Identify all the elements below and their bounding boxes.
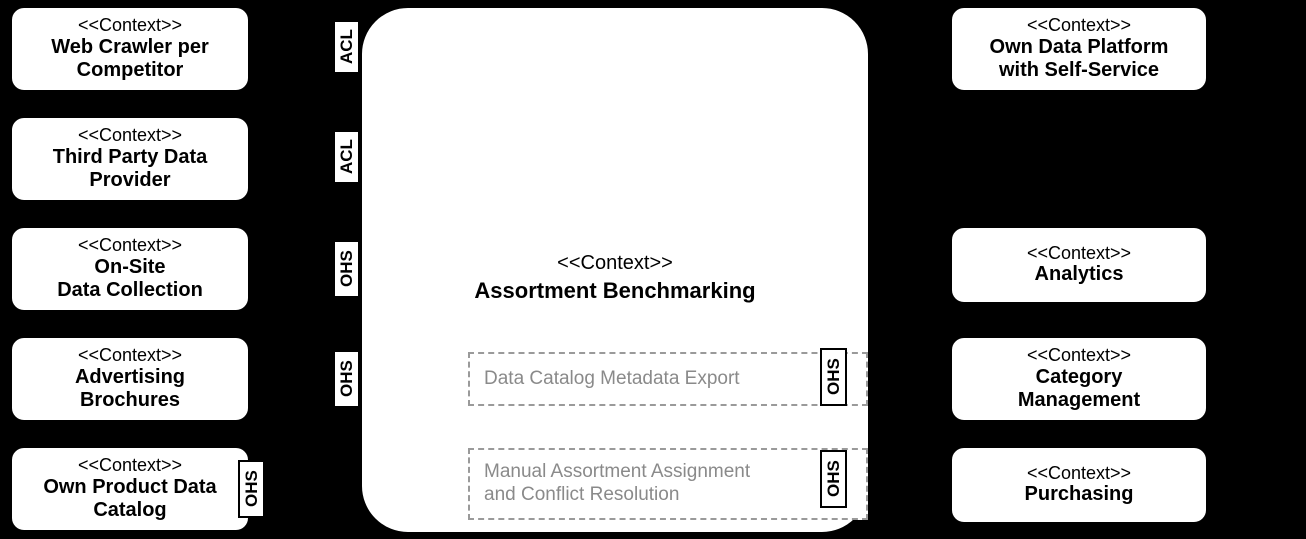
stereotype-label: <<Context>>: [1027, 464, 1131, 484]
acl-tag: ACL: [333, 20, 360, 74]
context-third-party: <<Context>> Third Party DataProvider: [10, 116, 250, 202]
inner-data-catalog-export: Data Catalog Metadata Export: [468, 352, 868, 406]
ohs-tag: OHS: [333, 240, 360, 298]
stereotype-label: <<Context>>: [78, 126, 182, 146]
context-category-mgmt: <<Context>> CategoryManagement: [950, 336, 1208, 422]
stereotype-label: <<Context>>: [1027, 346, 1131, 366]
context-assortment-benchmarking: <<Context>> Assortment Benchmarking Data…: [360, 6, 870, 534]
ohs-tag: OHS: [238, 460, 265, 518]
context-title: Web Crawler perCompetitor: [51, 36, 208, 82]
context-own-product: <<Context>> Own Product DataCatalog: [10, 446, 250, 532]
inner-label: Manual Assortment Assignmentand Conflict…: [484, 461, 750, 507]
context-title: Assortment Benchmarking: [362, 278, 868, 304]
context-title: Own Product DataCatalog: [43, 476, 216, 522]
stereotype-label: <<Context>>: [1027, 244, 1131, 264]
context-onsite: <<Context>> On-SiteData Collection: [10, 226, 250, 312]
context-title: Third Party DataProvider: [53, 146, 207, 192]
context-web-crawler: <<Context>> Web Crawler perCompetitor: [10, 6, 250, 92]
acl-tag: ACL: [333, 130, 360, 184]
inner-label: Data Catalog Metadata Export: [484, 368, 740, 391]
context-analytics: <<Context>> Analytics: [950, 226, 1208, 304]
context-title: CategoryManagement: [1018, 366, 1140, 412]
stereotype-label: <<Context>>: [78, 456, 182, 476]
ohs-tag: OHS: [333, 350, 360, 408]
context-title: Own Data Platformwith Self-Service: [990, 36, 1169, 82]
stereotype-label: <<Context>>: [78, 346, 182, 366]
context-title: On-SiteData Collection: [57, 256, 203, 302]
context-title: Purchasing: [1025, 483, 1134, 506]
context-title: Analytics: [1035, 263, 1124, 286]
context-title: AdvertisingBrochures: [75, 366, 185, 412]
ohs-tag: OHS: [820, 450, 847, 508]
ohs-tag: OHS: [820, 348, 847, 406]
stereotype-label: <<Context>>: [78, 236, 182, 256]
context-advertising: <<Context>> AdvertisingBrochures: [10, 336, 250, 422]
context-purchasing: <<Context>> Purchasing: [950, 446, 1208, 524]
stereotype-label: <<Context>>: [362, 252, 868, 275]
inner-manual-assignment: Manual Assortment Assignmentand Conflict…: [468, 448, 868, 520]
stereotype-label: <<Context>>: [1027, 16, 1131, 36]
context-own-data-platform: <<Context>> Own Data Platformwith Self-S…: [950, 6, 1208, 92]
stereotype-label: <<Context>>: [78, 16, 182, 36]
